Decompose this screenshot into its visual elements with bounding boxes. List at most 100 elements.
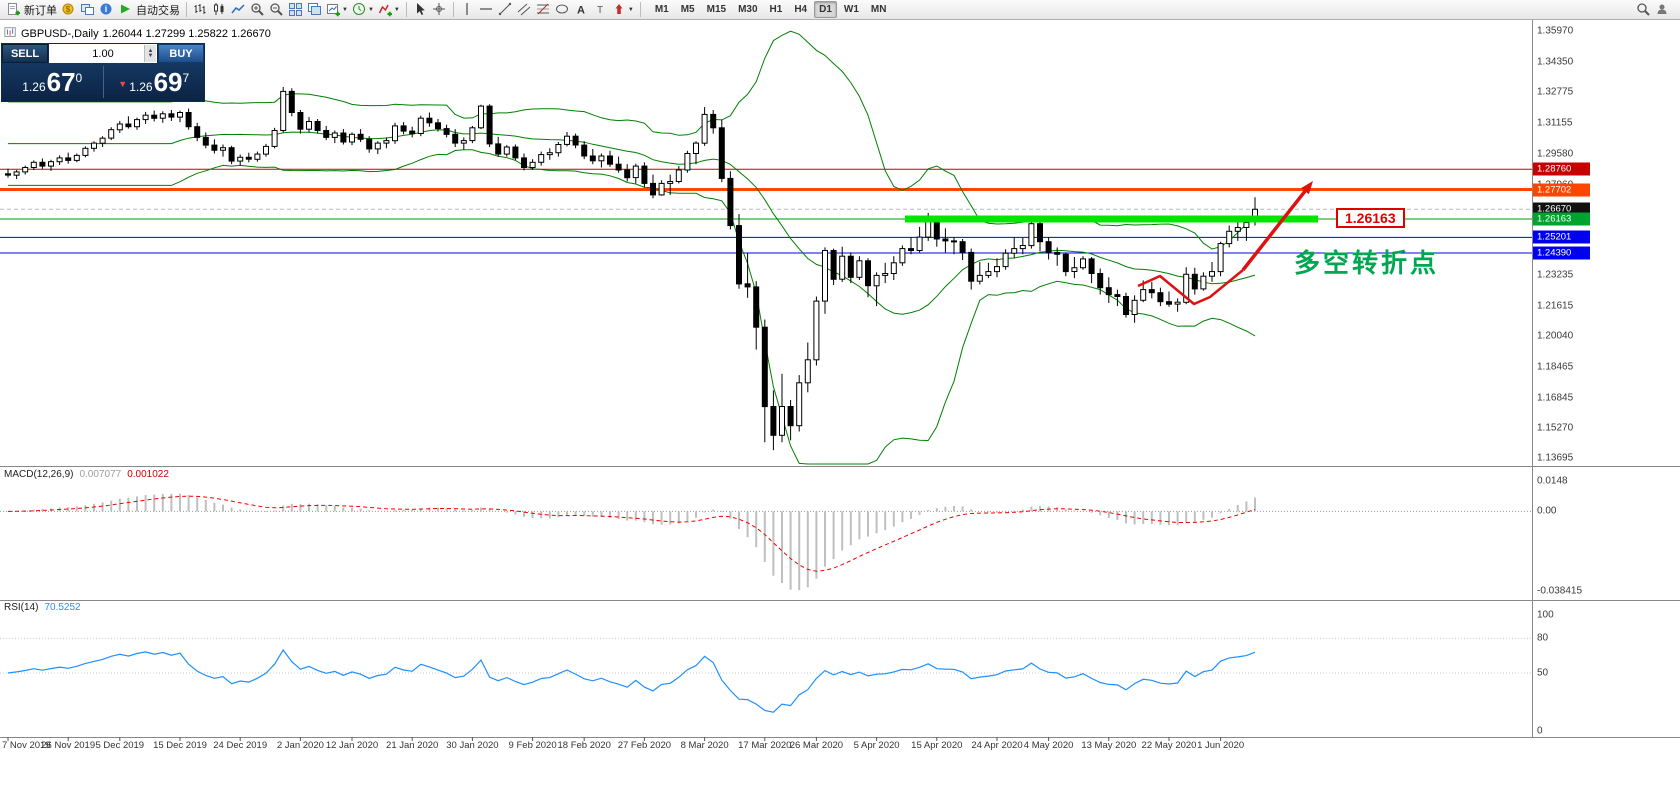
date-axis-label: 15 Dec 2019 <box>153 740 207 751</box>
buy-price[interactable]: ▼ 1.26 69 7 <box>104 63 205 101</box>
price-axis-label: 1.18465 <box>1537 361 1574 373</box>
vertical-line-button[interactable] <box>458 1 477 19</box>
horizontal-line-button[interactable] <box>477 1 496 19</box>
price-tag: 1.26163 <box>1533 212 1590 226</box>
svg-text:i: i <box>105 4 108 14</box>
timeframe-m30[interactable]: M30 <box>738 4 758 15</box>
ohlc-values: 1.26044 1.27299 1.25822 1.26670 <box>102 28 271 40</box>
timeframe-m1[interactable]: M1 <box>654 4 669 15</box>
timeframe-d1[interactable]: D1 <box>814 1 837 18</box>
charts-list-button[interactable] <box>78 1 97 19</box>
sell-price[interactable]: 1.26 67 0 <box>2 63 103 101</box>
profiles-button[interactable]: ▼ <box>350 1 376 19</box>
zoom-out-button[interactable] <box>267 1 286 19</box>
arrows-button[interactable]: ▼ <box>610 1 636 19</box>
rsi-value: 70.5252 <box>44 602 81 613</box>
text-button[interactable]: A <box>572 1 591 19</box>
price-axis-label: 1.29580 <box>1537 148 1574 159</box>
candles-icon <box>214 3 224 15</box>
community-button[interactable] <box>1653 1 1672 19</box>
cursor-icon <box>416 3 425 15</box>
search-button[interactable] <box>1634 1 1653 19</box>
new-order-button[interactable]: 新订单 <box>4 1 59 19</box>
rsi-scale-label: 80 <box>1537 632 1549 644</box>
trendline-icon <box>498 2 512 16</box>
price-axis-label: 1.23235 <box>1537 269 1574 281</box>
timeframe-h4[interactable]: H4 <box>794 4 808 15</box>
stepper-up-icon[interactable]: ▲ <box>147 47 154 54</box>
bar-chart-mode-button[interactable] <box>191 1 210 19</box>
price-axis-label: 1.16845 <box>1537 392 1574 404</box>
rsi-indicator-label: RSI(14) 70.5252 <box>4 602 81 613</box>
price-tag: 1.28760 <box>1533 162 1590 176</box>
sell-price-small: 1.26 <box>22 80 46 94</box>
date-axis-label: 26 Mar 2020 <box>789 740 844 751</box>
chart-mini-icon <box>4 27 16 37</box>
date-axis-label: 30 Jan 2020 <box>446 740 499 751</box>
date-axis-label: 26 Nov 2019 <box>41 740 96 751</box>
chevron-down-icon: ▼ <box>627 6 634 13</box>
tile-icon <box>289 3 302 16</box>
info-button[interactable]: i <box>97 1 116 19</box>
tick-down-icon: ▼ <box>118 79 128 89</box>
svg-text:A: A <box>577 5 585 17</box>
shapes-icon <box>555 4 568 14</box>
timeframe-w1[interactable]: W1 <box>843 4 859 15</box>
trendline-button[interactable] <box>496 1 515 19</box>
date-axis-label: 22 May 2020 <box>1141 740 1197 751</box>
symbol-period-label: GBPUSD-,Daily <box>21 28 99 40</box>
toolbar-right-group <box>1634 1 1672 19</box>
price-axis-label: 1.21615 <box>1537 300 1574 312</box>
info-icon: i <box>100 3 112 15</box>
candle-chart-mode-button[interactable] <box>210 1 229 19</box>
timeframe-group: M1 M5 M15 M30 H1 H4 D1 W1 MN <box>649 1 893 18</box>
zoom-in-icon <box>251 3 264 16</box>
new-chart-button[interactable]: ▼ <box>324 1 350 19</box>
price-tag: 1.24390 <box>1533 246 1590 260</box>
buy-button[interactable]: BUY <box>158 44 204 63</box>
sell-button[interactable]: SELL <box>2 44 48 63</box>
volume-input[interactable]: 1.00 ▲ ▼ <box>49 44 157 63</box>
chart-title: GBPUSD-,Daily 1.26044 1.27299 1.25822 1.… <box>4 26 271 42</box>
price-axis-label: 1.13695 <box>1537 452 1574 464</box>
indicators-button[interactable]: ▼ <box>376 1 402 19</box>
new-order-icon <box>8 3 20 16</box>
volume-stepper[interactable]: ▲ ▼ <box>144 45 156 62</box>
date-axis-label: 1 Jun 2020 <box>1197 740 1245 751</box>
line-chart-mode-button[interactable] <box>229 1 248 19</box>
date-axis-label: 4 May 2020 <box>1023 740 1074 751</box>
one-click-trading-panel: SELL 1.00 ▲ ▼ BUY 1.26 67 0 ▼ 1.26 69 7 <box>1 43 205 102</box>
text-label-button[interactable]: T <box>591 1 610 19</box>
price-axis-label: 1.34350 <box>1537 56 1574 68</box>
equidistant-channel-button[interactable] <box>515 1 534 19</box>
date-axis-label: 12 Jan 2020 <box>325 740 379 751</box>
chevron-down-icon: ▼ <box>367 6 374 13</box>
timeframe-h1[interactable]: H1 <box>769 4 783 15</box>
fibonacci-button[interactable] <box>534 1 553 19</box>
cursor-button[interactable] <box>411 1 430 19</box>
shapes-button[interactable] <box>553 1 572 19</box>
profiles-icon <box>352 3 365 15</box>
timeframe-m5[interactable]: M5 <box>680 4 695 15</box>
buy-price-big: 69 <box>153 67 183 97</box>
price-axis-label: 1.31155 <box>1537 117 1573 129</box>
rsi-scale-label: 50 <box>1537 667 1549 679</box>
zoom-in-button[interactable] <box>248 1 267 19</box>
fibo-icon <box>536 3 549 15</box>
auto-trading-button[interactable]: 自动交易 <box>116 1 182 19</box>
price-axis-label: 1.15270 <box>1537 422 1574 434</box>
timeframe-m15[interactable]: M15 <box>706 4 727 15</box>
stepper-down-icon[interactable]: ▼ <box>147 52 154 59</box>
date-axis-label: 21 Jan 2020 <box>386 740 439 751</box>
macd-scale-label: 0.0148 <box>1537 475 1568 487</box>
symbols-button[interactable]: $ <box>59 1 78 19</box>
timeframe-mn[interactable]: MN <box>870 4 887 15</box>
crosshair-button[interactable] <box>430 1 449 19</box>
tile-windows-button[interactable] <box>286 1 305 19</box>
date-axis-label: 2 Jan 2020 <box>276 740 324 751</box>
macd-scale-label: 0.00 <box>1537 505 1557 517</box>
date-axis-label: 13 May 2020 <box>1081 740 1137 751</box>
toolbar: 新订单 $ i 自动交易 ▼ ▼ ▼ A T ▼ M1 M5 M15 M30 H1 H4 D1 W1 MN <box>0 0 1680 20</box>
arrange-windows-button[interactable] <box>305 1 324 19</box>
